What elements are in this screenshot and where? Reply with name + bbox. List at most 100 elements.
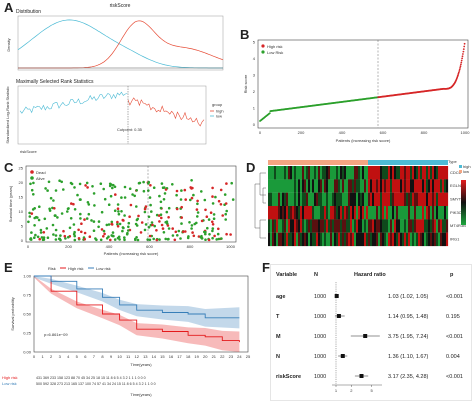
panel-d-cell (392, 166, 395, 180)
panel-d-cell (428, 179, 431, 193)
panel-d-cell (322, 206, 325, 220)
panel-d-cell (376, 206, 379, 220)
panel-d-cell (444, 192, 447, 207)
panel-d-cell (374, 166, 377, 180)
panel-d-cell (418, 219, 421, 233)
panel-d-dendrogram-lines (254, 172, 266, 239)
panel-letter-c: C (4, 160, 14, 175)
panel-f-rows: age 1000 1.03 (1.02, 1.05) <0.001 T 1000 1.14 … (276, 294, 463, 380)
panel-c-point (167, 206, 171, 210)
panel-d-cell (320, 232, 323, 247)
panel-d-cell (292, 206, 295, 220)
panel-d-cell (302, 166, 305, 180)
panel-c-point (144, 223, 148, 226)
panel-d-cell (270, 219, 273, 233)
panel-d-cell (282, 179, 285, 193)
panel-c-point (200, 190, 203, 193)
panel-d-cell (300, 166, 303, 180)
panel-d-cell (298, 219, 301, 233)
panel-d-cell (386, 192, 389, 207)
panel-c-point (219, 188, 223, 192)
panel-f-n: 1000 (314, 294, 326, 300)
panel-e-yticks: 1.00 0.75 0.50 0.25 0.00 (23, 274, 32, 355)
panel-d-cell (416, 206, 419, 220)
panel-d-cell (398, 192, 401, 207)
panel-c-point (209, 211, 213, 214)
panel-d-cell (322, 232, 325, 247)
panel-c-point (158, 220, 161, 223)
panel-d-cell (310, 206, 313, 220)
panel-c-point (164, 188, 168, 191)
panel-c-point (229, 233, 232, 236)
panel-c-point (217, 227, 220, 231)
panel-c-point (94, 237, 97, 240)
panel-c-point (214, 195, 217, 199)
panel-d-cell (342, 192, 345, 207)
panel-d-cell (396, 219, 399, 233)
panel-c-point (147, 215, 151, 219)
panel-letter-a: A (4, 0, 14, 15)
panel-d-cell (410, 232, 413, 247)
panel-c-point (32, 193, 35, 196)
panel-c-point (73, 238, 77, 242)
panel-c-point (86, 201, 90, 204)
panel-d-cell (432, 179, 435, 193)
panel-e-ytick-label: 0.00 (23, 350, 32, 355)
panel-letter-b: B (240, 27, 250, 42)
panel-d-cell (330, 192, 333, 207)
panel-c-point (162, 231, 166, 234)
panel-a-rank-title: Maximally Selected Rank Statistics (16, 79, 94, 85)
panel-d-legend-title: Type (448, 159, 457, 164)
panel-c-point (54, 228, 58, 232)
panel-d-cell (422, 219, 425, 233)
panel-e-xtick-label: 20 (203, 354, 208, 359)
panel-c-point (100, 210, 104, 214)
panel-c-point (49, 196, 53, 200)
panel-d-cell (390, 219, 393, 233)
panel-d-cell (270, 179, 273, 193)
panel-d-cell (330, 232, 333, 247)
panel-d-cell (314, 192, 317, 207)
panel-c-point (140, 221, 144, 224)
panel-c-point (204, 208, 207, 212)
panel-e-curve-low (34, 275, 240, 319)
panel-d-cell (352, 179, 355, 193)
panel-d-cell (418, 192, 421, 207)
panel-d-cell (280, 179, 283, 193)
panel-e-xtick-label: 7 (93, 354, 96, 359)
panel-d-cell (426, 179, 429, 193)
panel-d-cell (382, 206, 385, 220)
panel-c-point (116, 203, 120, 206)
panel-d-cell (350, 232, 353, 247)
panel-d-cell (338, 232, 341, 247)
panel-d-cell (312, 219, 315, 233)
panel-c-point (117, 212, 121, 216)
panel-d-cell (356, 206, 359, 220)
panel-c-point (139, 231, 143, 234)
panel-d-cell (442, 192, 445, 207)
panel-c-point (39, 231, 43, 234)
panel-d-legend-low: low (463, 169, 469, 174)
panel-c-point (110, 234, 113, 237)
panel-d-cell (334, 192, 337, 207)
panel-d-cell (368, 192, 371, 207)
panel-b-ylabel: Risk score (243, 74, 248, 93)
panel-d-heatmap: CDC6 EGLN3 SMYT2 PIK3CA MT4R3B IRG1 Type high… (254, 159, 471, 247)
panel-c-point (180, 205, 183, 209)
panel-d-gene-label: PIK3CA (450, 210, 465, 215)
panel-c-point (116, 207, 120, 210)
panel-f-hr-square (336, 314, 341, 318)
panel-c-point (52, 233, 55, 236)
panel-c-point (171, 227, 174, 230)
panel-d-dendrogram (254, 172, 266, 239)
panel-d-cell (294, 166, 297, 180)
panel-d-cell (344, 166, 347, 180)
panel-d-cell (446, 192, 449, 207)
panel-d-cell (282, 232, 285, 247)
panel-d-cell (316, 166, 319, 180)
panel-c-point (162, 198, 166, 201)
panel-d-cell (366, 179, 369, 193)
panel-d-cell (386, 232, 389, 247)
panel-c-point (38, 205, 41, 208)
panel-d-cell (360, 219, 363, 233)
